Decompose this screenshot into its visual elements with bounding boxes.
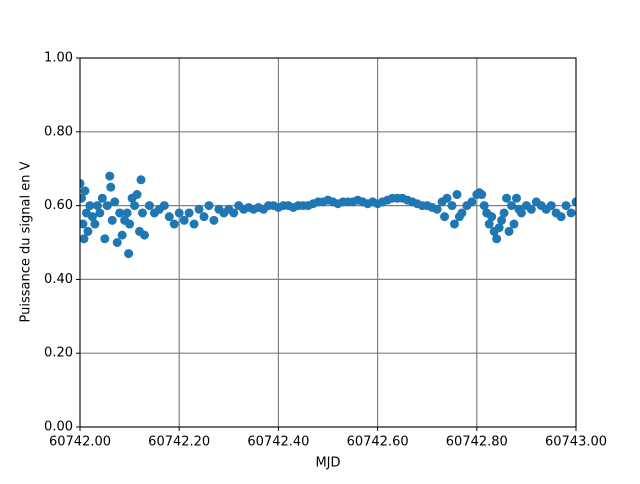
point [487, 212, 497, 222]
point [85, 201, 95, 211]
point [484, 219, 494, 229]
point [477, 190, 487, 200]
point [442, 193, 452, 203]
x-tick-label: 60742.60 [347, 435, 409, 450]
point [457, 208, 467, 218]
point [511, 193, 521, 203]
point [494, 223, 504, 233]
point [80, 193, 86, 203]
point [199, 212, 209, 222]
point [110, 197, 120, 207]
point [546, 201, 556, 211]
x-tick-label: 60742.40 [247, 435, 309, 450]
y-tick-label: 0.00 [44, 420, 73, 435]
point [571, 197, 576, 207]
x-tick-label: 60742.20 [148, 435, 210, 450]
point [497, 215, 507, 225]
point [97, 193, 107, 203]
point [504, 226, 514, 236]
point [507, 201, 517, 211]
point [102, 201, 112, 211]
point [204, 201, 214, 211]
point [117, 230, 127, 240]
point [112, 238, 122, 247]
point [492, 234, 502, 244]
point [132, 190, 142, 200]
x-tick-label: 60742.00 [49, 435, 111, 450]
point [479, 201, 489, 211]
point [447, 201, 457, 211]
point [137, 208, 147, 218]
point [124, 249, 134, 259]
point [509, 219, 519, 229]
labels: 60742.00 60742.20 60742.40 60742.60 60742.80… [44, 51, 607, 450]
point [179, 215, 189, 225]
point [516, 208, 526, 218]
point [174, 208, 184, 218]
grid [79, 57, 577, 428]
x-tick-label: 60743.00 [545, 435, 607, 450]
point [106, 182, 116, 192]
y-tick-label: 0.60 [44, 198, 73, 213]
y-axis-label: Puissance du signal en V [19, 161, 34, 322]
y-tick-label: 0.40 [44, 272, 73, 287]
point [452, 190, 462, 200]
point [130, 201, 140, 211]
x-axis-label: MJD [315, 456, 340, 471]
point [122, 208, 132, 218]
point [209, 215, 219, 225]
y-tick-label: 0.20 [44, 346, 73, 361]
point [556, 212, 566, 222]
point [184, 208, 194, 218]
point [561, 201, 571, 211]
point [194, 204, 204, 214]
point [80, 219, 88, 229]
point [80, 178, 85, 188]
point [432, 204, 442, 214]
point [125, 219, 135, 229]
point [159, 201, 169, 211]
point [502, 193, 512, 203]
point [80, 234, 89, 244]
point [467, 197, 477, 207]
point [440, 212, 450, 222]
point [92, 201, 102, 211]
point [80, 186, 90, 196]
point [189, 219, 199, 229]
plot-frame [79, 57, 577, 428]
point [144, 201, 154, 211]
point [90, 219, 100, 229]
point [139, 230, 149, 240]
point [107, 215, 117, 225]
point [566, 208, 576, 218]
point [136, 175, 146, 185]
point [83, 226, 93, 236]
point [169, 219, 179, 229]
point [100, 234, 110, 244]
points [80, 171, 576, 259]
y-tick-label: 1.00 [44, 51, 73, 66]
point [229, 208, 239, 218]
point [87, 212, 97, 222]
point [449, 219, 459, 229]
point [526, 204, 536, 214]
point [115, 208, 125, 218]
point [164, 212, 174, 222]
point [105, 171, 115, 181]
point [95, 208, 105, 218]
y-tick-label: 0.80 [44, 124, 73, 139]
x-tick-label: 60742.80 [446, 435, 508, 450]
point [499, 208, 509, 218]
